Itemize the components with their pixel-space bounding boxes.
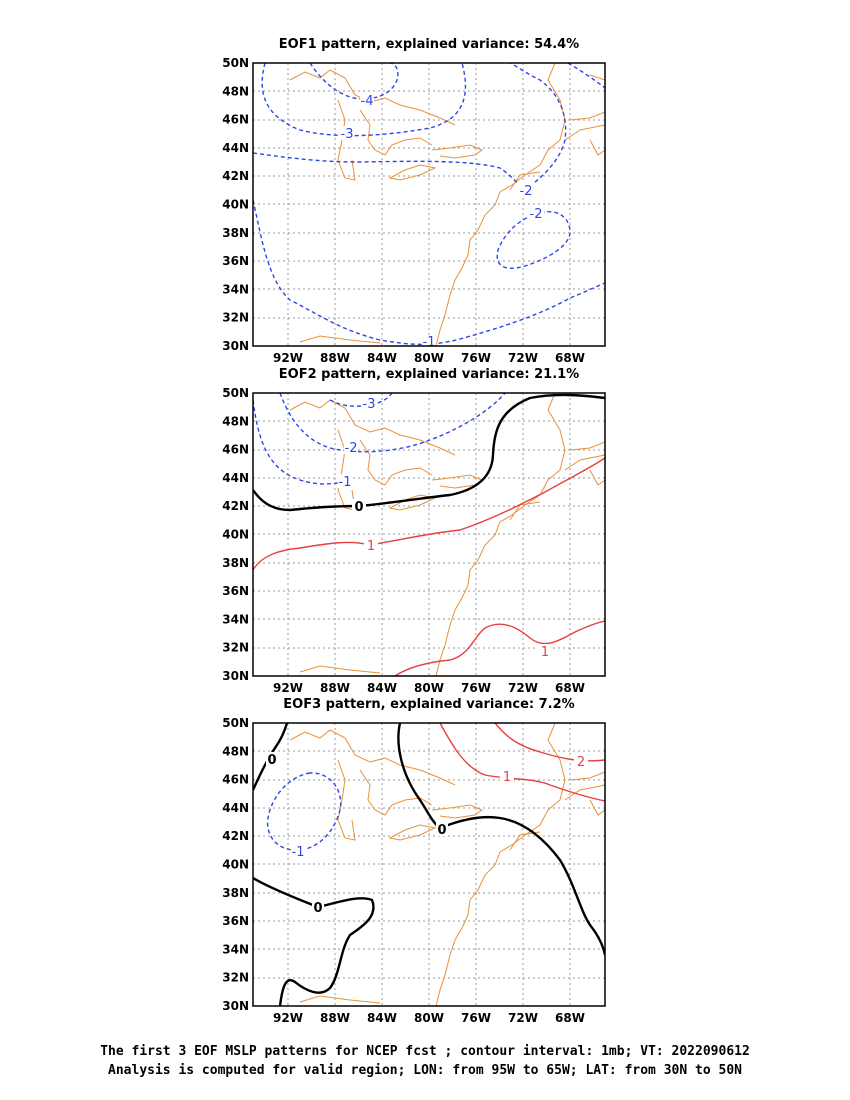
lat-tick-label: 50N [222,56,249,70]
eof2-contour-labels: -3 -2 -1 0 1 1 [338,396,552,660]
eof3-coastline [289,723,605,1006]
lat-tick-label: 40N [222,858,249,872]
lat-tick-label: 30N [222,339,249,353]
lat-tick-label: 34N [222,942,249,956]
eof1-title: EOF1 pattern, explained variance: 54.4% [278,37,580,52]
eof2-zero-contour [253,393,605,512]
lon-tick-label: 88W [320,351,350,365]
contour-label: -4 [361,94,374,109]
lon-tick-label: 92W [273,681,303,695]
caption-line-2: Analysis is computed for valid region; L… [108,1063,742,1078]
caption-line-1: The first 3 EOF MSLP patterns for NCEP f… [100,1044,750,1059]
lat-tick-label: 42N [222,829,249,843]
lat-tick-label: 42N [222,169,249,183]
lat-tick-label: 50N [222,386,249,400]
contour-label: -1 [423,335,436,350]
contour-label: -2 [345,441,358,456]
lat-tick-label: 36N [222,914,249,928]
lon-tick-label: 88W [320,681,350,695]
lat-tick-label: 34N [222,612,249,626]
lat-tick-label: 40N [222,528,249,542]
eof1-coastline [289,63,605,346]
eof3-title: EOF3 pattern, explained variance: 7.2% [283,697,575,712]
contour-label: 1 [367,539,375,554]
lon-tick-label: 80W [414,681,444,695]
lat-tick-label: 48N [222,744,249,758]
lat-tick-label: 46N [222,443,249,457]
eof3-contour-labels: -1 0 0 0 1 2 [266,752,588,916]
lon-tick-label: 88W [320,1011,350,1025]
lon-tick-label: 72W [508,351,538,365]
lat-tick-label: 34N [222,282,249,296]
contour-label: 1 [541,645,549,660]
contour-label: -1 [292,845,305,860]
eof1-frame [252,62,606,347]
lon-tick-label: 68W [555,681,585,695]
eof2-positive-contours [253,457,605,676]
contour-label: -2 [530,207,543,222]
lat-tick-label: 38N [222,886,249,900]
lat-tick-label: 48N [222,84,249,98]
lat-tick-label: 36N [222,254,249,268]
contour-label: -3 [341,127,354,142]
axis-labels: 50N 48N 46N 44N 42N 40N 38N 36N 34N 32N 30N 92W 88W 8… [222,56,585,1025]
lon-tick-label: 84W [367,681,397,695]
lat-tick-label: 30N [222,999,249,1013]
contour-label: 1 [503,770,511,785]
lat-tick-label: 40N [222,198,249,212]
lat-tick-label: 44N [222,141,249,155]
contour-label: -1 [339,475,352,490]
contour-label: 0 [437,823,446,838]
eof2-frame [252,392,606,677]
contour-label: -2 [520,184,533,199]
eof3-frame [252,722,606,1007]
lon-tick-label: 92W [273,1011,303,1025]
lon-tick-label: 76W [461,1011,491,1025]
eof2-map: -3 -2 -1 0 1 1 [252,392,606,677]
lon-tick-label: 80W [414,1011,444,1025]
contour-label: 0 [267,753,276,768]
lon-tick-label: 76W [461,681,491,695]
eof1-contours [253,63,605,346]
lon-tick-label: 68W [555,351,585,365]
eof1-contour-labels: -4 -3 -2 -2 -1 [340,93,544,350]
lat-tick-label: 32N [222,311,249,325]
eof2-title: EOF2 pattern, explained variance: 21.1% [278,367,580,382]
lon-tick-label: 80W [414,351,444,365]
eof2-negative-contours [253,393,506,485]
contour-label: -3 [363,397,376,412]
lon-tick-label: 72W [508,681,538,695]
lat-tick-label: 46N [222,113,249,127]
lat-tick-label: 50N [222,716,249,730]
lat-tick-label: 38N [222,556,249,570]
eof3-grid [253,723,605,1006]
lon-tick-label: 72W [508,1011,538,1025]
lat-tick-label: 46N [222,773,249,787]
eof1-map: -4 -3 -2 -2 -1 [252,62,606,350]
lat-tick-label: 44N [222,471,249,485]
lon-tick-label: 84W [367,351,397,365]
lon-tick-label: 84W [367,1011,397,1025]
lat-tick-label: 44N [222,801,249,815]
contour-label: 0 [354,500,363,515]
eof2-coastline [289,393,605,676]
contour-label: 0 [313,901,322,916]
lat-tick-label: 30N [222,669,249,683]
eof3-negative-contours [266,772,342,851]
lon-tick-label: 68W [555,1011,585,1025]
contour-label: 2 [577,755,585,770]
eof1-grid [253,63,605,346]
lon-tick-label: 76W [461,351,491,365]
eof3-map: -1 0 0 0 1 2 [252,722,606,1007]
lat-tick-label: 48N [222,414,249,428]
lon-tick-label: 92W [273,351,303,365]
lat-tick-label: 38N [222,226,249,240]
lat-tick-label: 36N [222,584,249,598]
lat-tick-label: 42N [222,499,249,513]
lat-tick-label: 32N [222,641,249,655]
lat-tick-label: 32N [222,971,249,985]
